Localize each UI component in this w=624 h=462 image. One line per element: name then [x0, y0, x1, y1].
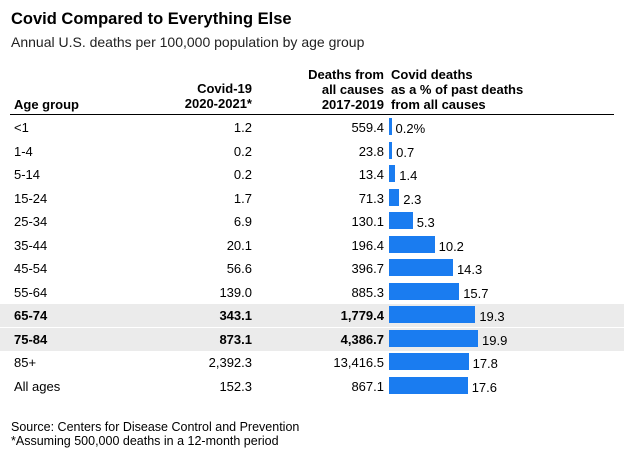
table-row: 45-54 56.6 396.7 14.3: [0, 257, 624, 280]
source-line: Source: Centers for Disease Control and …: [11, 420, 300, 434]
covid-deaths-cell: 152.3: [219, 378, 252, 394]
age-group-cell: 5-14: [14, 167, 41, 182]
all-cause-deaths-cell: 559.4: [351, 120, 384, 135]
age-group-cell: 65-74: [14, 308, 48, 323]
covid-deaths-cell: 873.1: [219, 331, 252, 347]
table-row: 35-44 20.1 196.4 10.2: [0, 234, 624, 257]
age-group-cell: All ages: [14, 378, 61, 394]
chart-title: Covid Compared to Everything Else: [11, 10, 292, 28]
table-row: 1-4 0.2 23.8 0.7: [0, 140, 624, 163]
table-row: <1 1.2 559.4 0.2%: [0, 116, 624, 139]
header-deaths-line3: 2017-2019: [321, 97, 384, 112]
percent-label: 19.3: [479, 309, 505, 324]
covid-deaths-cell: 343.1: [219, 308, 252, 323]
percent-bar: [389, 212, 413, 229]
all-cause-deaths-cell: 23.8: [358, 143, 384, 159]
all-cause-deaths-cell: 130.1: [351, 214, 384, 229]
header-age-group: Age group: [14, 97, 79, 112]
percent-label: 19.9: [482, 332, 508, 348]
header-deaths-line1: Deaths from: [308, 67, 384, 82]
table-row: 55-64 139.0 885.3 15.7: [0, 281, 624, 304]
covid-deaths-cell: 56.6: [226, 261, 252, 276]
percent-bar: [389, 353, 469, 370]
covid-deaths-cell: 0.2: [233, 167, 252, 182]
percent-bar: [389, 259, 453, 276]
percent-bar: [389, 329, 478, 347]
header-deaths: Deaths from all causes 2017-2019: [308, 67, 384, 112]
all-cause-deaths-cell: 196.4: [351, 237, 384, 253]
covid-deaths-cell: 2,392.3: [208, 355, 252, 370]
percent-bar: [389, 188, 400, 206]
percent-label: 1.4: [399, 168, 418, 183]
table-row: 25-34 6.9 130.1 5.3: [0, 210, 624, 233]
age-group-cell: <1: [14, 120, 29, 135]
table-row: 5-14 0.2 13.4 1.4: [0, 163, 624, 186]
header-percent: Covid deaths as a % of past deaths from …: [391, 67, 523, 112]
age-group-cell: 35-44: [14, 237, 48, 253]
percent-bar: [389, 165, 396, 182]
footnote-line: *Assuming 500,000 deaths in a 12-month p…: [11, 434, 279, 448]
header-divider: [10, 114, 614, 115]
percent-bar: [389, 306, 476, 323]
all-cause-deaths-cell: 71.3: [358, 190, 384, 206]
percent-label: 17.6: [471, 379, 498, 395]
age-group-cell: 75-84: [14, 331, 48, 347]
age-group-cell: 15-24: [14, 190, 48, 206]
header-covid: Covid-19 2020-2021*: [185, 81, 252, 111]
covid-deaths-cell: 1.2: [233, 120, 252, 135]
table-row: 15-24 1.7 71.3 2.3: [0, 187, 624, 210]
table-row: 65-74 343.1 1,779.4 19.3: [0, 304, 624, 327]
covid-deaths-cell: 139.0: [219, 284, 252, 300]
age-group-cell: 85+: [14, 355, 37, 370]
percent-label: 15.7: [463, 285, 489, 301]
percent-bar: [389, 118, 392, 135]
all-cause-deaths-cell: 396.7: [351, 261, 384, 276]
header-covid-line1: Covid-19: [197, 81, 252, 96]
all-cause-deaths-cell: 885.3: [351, 284, 384, 300]
percent-label: 2.3: [403, 191, 422, 207]
percent-label: 10.2: [438, 238, 464, 254]
header-deaths-line2: all causes: [321, 82, 384, 97]
all-cause-deaths-cell: 867.1: [351, 378, 384, 394]
percent-bar: [389, 141, 393, 159]
percent-label: 0.7: [396, 144, 415, 160]
table-row: All ages 152.3 867.1 17.6: [0, 375, 624, 398]
percent-label: 17.8: [472, 356, 498, 371]
header-pct-line2: as a % of past deaths: [391, 82, 524, 97]
age-group-cell: 25-34: [14, 214, 48, 229]
covid-deaths-cell: 0.2: [233, 143, 252, 159]
header-age-label: Age group: [14, 97, 79, 112]
percent-label: 5.3: [416, 215, 435, 230]
all-cause-deaths-cell: 13.4: [358, 167, 384, 182]
percent-label: 0.2%: [395, 121, 426, 136]
all-cause-deaths-cell: 1,779.4: [340, 308, 384, 323]
covid-deaths-cell: 6.9: [233, 214, 252, 229]
percent-bar: [389, 376, 468, 394]
table-row: 85+ 2,392.3 13,416.5 17.8: [0, 351, 624, 374]
percent-bar: [389, 282, 460, 300]
header-pct-line3: from all causes: [391, 97, 486, 112]
all-cause-deaths-cell: 13,416.5: [333, 355, 384, 370]
chart-subtitle: Annual U.S. deaths per 100,000 populatio…: [11, 34, 365, 50]
percent-bar: [389, 235, 435, 253]
covid-deaths-cell: 1.7: [233, 190, 252, 206]
covid-deaths-cell: 20.1: [226, 237, 252, 253]
header-pct-line1: Covid deaths: [391, 67, 473, 82]
age-group-cell: 1-4: [14, 143, 33, 159]
source-note: Source: Centers for Disease Control and …: [11, 420, 299, 448]
age-group-cell: 55-64: [14, 284, 48, 300]
table-row: 75-84 873.1 4,386.7 19.9: [0, 327, 624, 351]
age-group-cell: 45-54: [14, 261, 48, 276]
percent-label: 14.3: [456, 262, 483, 277]
header-covid-line2: 2020-2021*: [184, 96, 252, 111]
all-cause-deaths-cell: 4,386.7: [340, 331, 384, 347]
